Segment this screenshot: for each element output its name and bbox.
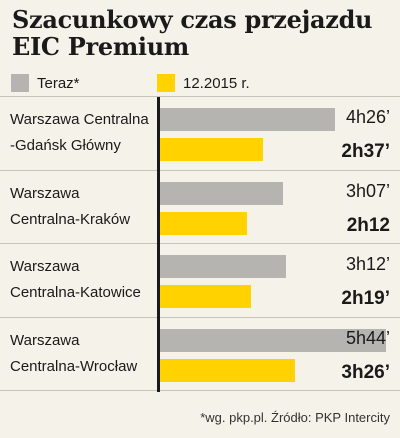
bar-12-2015-krakow (160, 211, 247, 235)
value-label-12-2015-wroclaw: 3h26’ (341, 361, 390, 383)
bar-teraz-wroclaw (160, 328, 387, 352)
bar-12-2015-wroclaw (160, 358, 296, 382)
category-label-wroclaw-line-1: Warszawa (10, 331, 80, 349)
value-label-12-2015-krakow: 2h12 (346, 214, 390, 236)
title-line-2: EIC Premium (12, 32, 189, 61)
category-label-krakow-line-1: Warszawa (10, 184, 80, 202)
legend-item-12-2015: 12.2015 r. (157, 74, 250, 92)
value-label-teraz-katowice: 3h12’ (345, 254, 390, 274)
title-line-1: Szacunkowy czas przejazdu (12, 5, 373, 34)
bar-teraz-katowice (160, 255, 287, 278)
row-divider-top (0, 96, 400, 97)
category-label-gdansk-line-1: Warszawa Centralna (10, 111, 149, 128)
footnote: *wg. pkp.pl. Źródło: PKP Intercity (200, 410, 390, 425)
legend-label-12-2015: 12.2015 r. (183, 74, 250, 92)
row-divider-wroclaw (0, 390, 400, 391)
row-divider-gdansk (0, 169, 400, 171)
bar-teraz-krakow (160, 181, 283, 205)
bar-teraz-gdansk (160, 108, 335, 131)
row-divider-katowice (0, 316, 400, 318)
category-axis-line (157, 97, 160, 392)
category-label-krakow-line-2: Centralna-Kraków (10, 210, 131, 228)
legend-label-teraz: Teraz* (37, 74, 80, 92)
category-label-katowice-line-2: Centralna-Katowice (10, 284, 141, 301)
bar-12-2015-katowice (160, 285, 252, 308)
value-label-12-2015-katowice: 2h19’ (341, 288, 390, 309)
value-label-teraz-krakow: 3h07’ (345, 180, 390, 201)
chart-title: Szacunkowy czas przejazdu EIC Premium (12, 6, 392, 60)
value-label-teraz-wroclaw: 5h44’ (345, 327, 390, 348)
category-label-katowice-line-1: Warszawa (10, 258, 80, 275)
legend-item-teraz: Teraz* (11, 74, 80, 92)
value-label-12-2015-gdansk: 2h37’ (341, 141, 390, 162)
value-label-teraz-gdansk: 4h26’ (345, 107, 390, 127)
legend-swatch-12-2015 (157, 74, 175, 92)
bar-12-2015-gdansk (160, 138, 264, 161)
category-label-gdansk-line-2: -Gdańsk Główny (10, 137, 121, 154)
row-divider-krakow (0, 243, 400, 244)
category-label-wroclaw-line-2: Centralna-Wrocław (10, 357, 138, 375)
legend-swatch-teraz (11, 74, 29, 92)
